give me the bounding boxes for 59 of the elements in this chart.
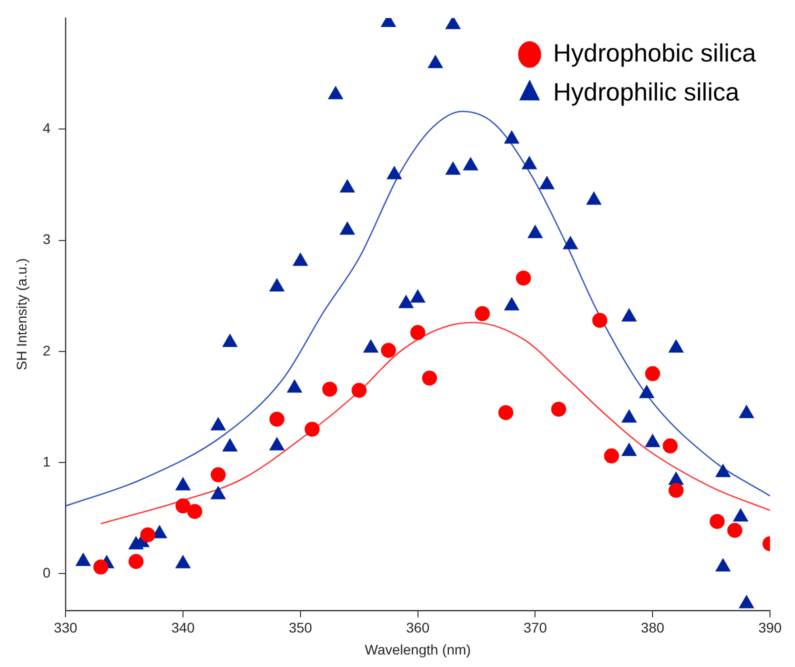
point — [668, 340, 684, 353]
x-axis-title: Wavelength (nm) — [364, 641, 471, 658]
x-tick-label: 330 — [54, 620, 78, 636]
y-tick-label: 4 — [42, 120, 51, 136]
point — [463, 157, 478, 170]
point — [210, 486, 226, 500]
point — [622, 442, 637, 456]
point — [540, 176, 554, 190]
point — [639, 385, 654, 398]
y-axis-title: SH Intensity (a.u.) — [13, 258, 30, 370]
point — [733, 508, 748, 522]
legend-label: Hydrophobic silica — [553, 39, 756, 68]
point — [622, 410, 637, 423]
point — [446, 162, 460, 175]
y-tick-label: 1 — [42, 453, 51, 470]
point — [363, 340, 378, 353]
point — [340, 180, 355, 193]
y-tick-label: 3 — [42, 231, 51, 248]
point — [528, 225, 543, 238]
point — [269, 278, 284, 292]
point — [586, 192, 602, 205]
line-series — [66, 110, 770, 507]
point — [428, 55, 443, 68]
y-tick-label: 2 — [42, 342, 51, 358]
x-tick-label: 360 — [406, 620, 430, 636]
point — [522, 156, 537, 170]
point — [739, 595, 754, 608]
point — [176, 477, 190, 490]
point — [152, 525, 167, 538]
point — [410, 290, 426, 303]
legend-label: Hydrophilic silica — [553, 78, 740, 106]
x-tick-label: 380 — [640, 620, 664, 636]
point — [76, 552, 91, 566]
point — [328, 86, 344, 100]
point — [446, 18, 460, 30]
y-tick-label: 0 — [42, 564, 51, 581]
point — [645, 434, 660, 448]
point — [739, 405, 754, 418]
point — [269, 437, 284, 450]
point — [504, 297, 520, 310]
point — [386, 166, 402, 180]
x-tick-label: 390 — [758, 620, 782, 636]
point — [287, 380, 302, 393]
line-series — [100, 322, 770, 524]
point — [504, 130, 520, 144]
point — [222, 438, 238, 452]
x-tick-label: 370 — [524, 620, 548, 636]
x-tick-label: 340 — [171, 620, 195, 636]
point — [176, 555, 190, 568]
point — [716, 558, 730, 572]
point — [222, 334, 238, 348]
x-tick-label: 350 — [288, 620, 312, 636]
point — [562, 236, 578, 250]
point — [622, 308, 637, 322]
point — [716, 464, 730, 478]
point — [340, 222, 355, 235]
point — [398, 295, 414, 308]
point — [210, 417, 226, 430]
point — [292, 252, 308, 266]
